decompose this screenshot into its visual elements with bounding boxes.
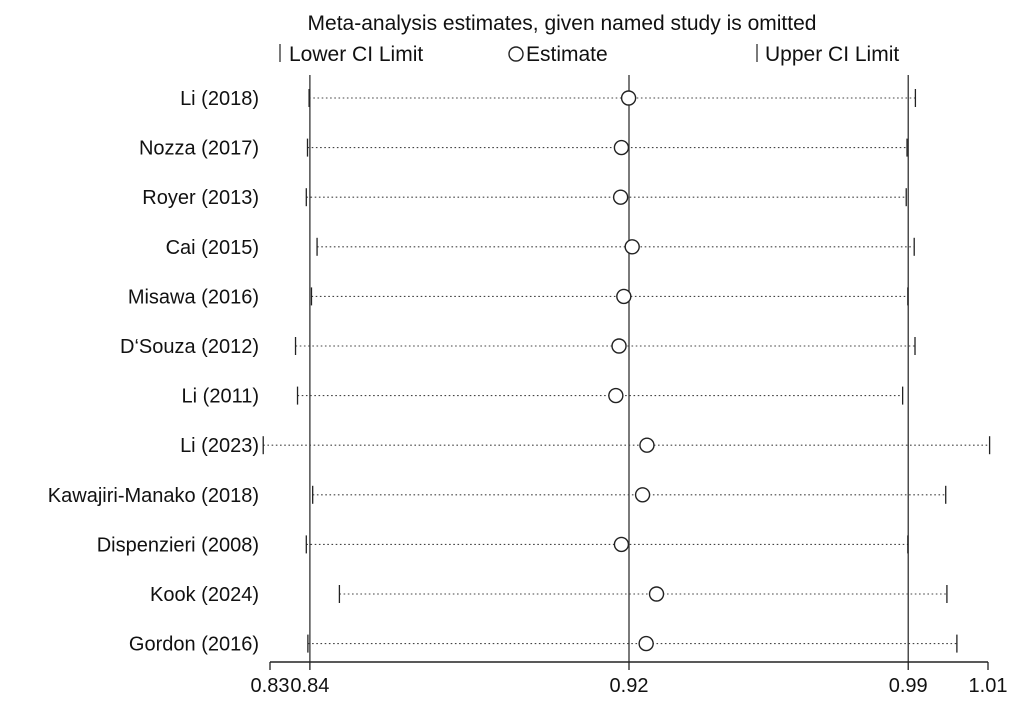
study-label: Kook (2024) (150, 584, 259, 606)
estimate-marker (613, 536, 630, 553)
study-row: Li (2011) (182, 386, 904, 408)
study-label: Dispenzieri (2008) (97, 534, 259, 556)
x-tick-label: 0.83 (251, 675, 290, 697)
x-tick-label: 1.01 (969, 675, 1008, 697)
study-row: Cai (2015) (166, 237, 915, 259)
study-row: Misawa (2016) (128, 286, 909, 308)
study-label: Li (2011) (182, 386, 259, 408)
legend-lower-label: Lower CI Limit (289, 43, 423, 66)
legend-estimate-label: Estimate (526, 43, 608, 66)
estimate-marker (611, 338, 627, 354)
estimate-marker (648, 586, 665, 602)
chart-title: Meta-analysis estimates, given named stu… (308, 12, 817, 35)
estimate-marker (612, 189, 629, 205)
study-row: Royer (2013) (142, 187, 907, 209)
study-row: Li (2018) (180, 88, 917, 110)
estimate-marker (616, 288, 632, 305)
study-row: Kawajiri-Manako (2018) (48, 485, 947, 507)
estimate-marker (638, 635, 654, 652)
x-axis: 0.83 0.84 0.92 0.99 1.01 (251, 661, 1008, 697)
estimate-marker (624, 239, 640, 255)
study-row: D‘Souza (2012) (120, 336, 916, 358)
estimate-marker (639, 437, 655, 453)
study-row: Nozza (2017) (139, 138, 908, 160)
estimate-marker (613, 139, 630, 156)
reference-lines (309, 75, 909, 662)
study-label: Cai (2015) (166, 237, 259, 259)
legend-estimate-circle (508, 46, 524, 62)
study-row: Gordon (2016) (129, 634, 958, 656)
legend: Lower CI Limit Estimate Upper CI Limit (279, 43, 899, 66)
study-label: Gordon (2016) (129, 634, 259, 656)
study-row: Dispenzieri (2008) (97, 534, 909, 556)
x-tick-label: 0.99 (889, 675, 928, 697)
study-label: D‘Souza (2012) (120, 336, 259, 358)
study-label: Kawajiri-Manako (2018) (48, 485, 259, 507)
x-tick-label: 0.92 (610, 675, 649, 697)
estimate-marker (608, 387, 624, 404)
study-rows: Li (2018) Nozza (2017) Royer (2013) Cai (20… (48, 88, 991, 656)
study-label: Nozza (2017) (139, 138, 259, 160)
study-row: Li (2023) (180, 435, 991, 457)
study-label: Misawa (2016) (128, 286, 259, 308)
study-row: Kook (2024) (150, 584, 948, 606)
study-label: Li (2023) (180, 435, 259, 457)
x-tick-label: 0.84 (290, 675, 329, 697)
study-label: Royer (2013) (142, 187, 259, 209)
estimate-marker (620, 90, 637, 106)
legend-upper-label: Upper CI Limit (765, 43, 899, 66)
estimate-marker (634, 487, 651, 503)
study-label: Li (2018) (180, 88, 259, 110)
